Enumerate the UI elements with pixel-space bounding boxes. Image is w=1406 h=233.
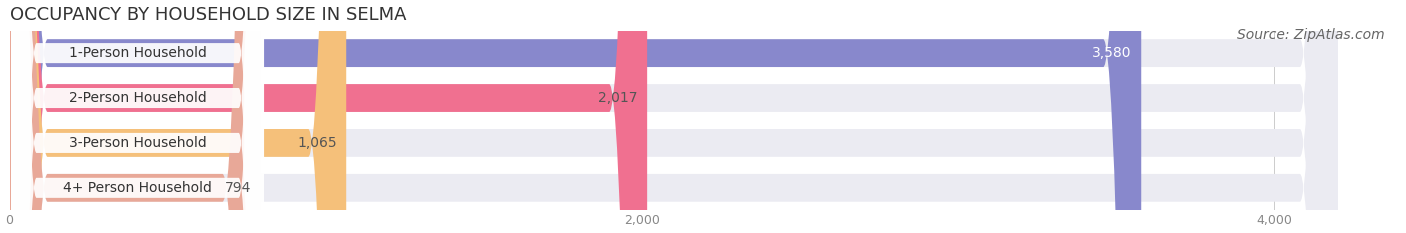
FancyBboxPatch shape	[10, 0, 1142, 233]
Text: 1,065: 1,065	[297, 136, 336, 150]
Text: 4+ Person Household: 4+ Person Household	[63, 181, 212, 195]
Text: 3-Person Household: 3-Person Household	[69, 136, 207, 150]
FancyBboxPatch shape	[10, 0, 1339, 233]
Text: 2-Person Household: 2-Person Household	[69, 91, 207, 105]
Text: OCCUPANCY BY HOUSEHOLD SIZE IN SELMA: OCCUPANCY BY HOUSEHOLD SIZE IN SELMA	[10, 6, 406, 24]
FancyBboxPatch shape	[10, 0, 647, 233]
Text: 2,017: 2,017	[598, 91, 638, 105]
FancyBboxPatch shape	[10, 0, 260, 233]
Text: Source: ZipAtlas.com: Source: ZipAtlas.com	[1237, 28, 1385, 42]
FancyBboxPatch shape	[11, 0, 264, 233]
Text: 794: 794	[225, 181, 252, 195]
FancyBboxPatch shape	[11, 0, 264, 233]
FancyBboxPatch shape	[10, 0, 1339, 233]
FancyBboxPatch shape	[10, 0, 346, 233]
FancyBboxPatch shape	[10, 0, 1339, 233]
FancyBboxPatch shape	[11, 0, 264, 233]
Text: 1-Person Household: 1-Person Household	[69, 46, 207, 60]
FancyBboxPatch shape	[10, 0, 1339, 233]
Text: 3,580: 3,580	[1092, 46, 1132, 60]
FancyBboxPatch shape	[11, 0, 264, 233]
